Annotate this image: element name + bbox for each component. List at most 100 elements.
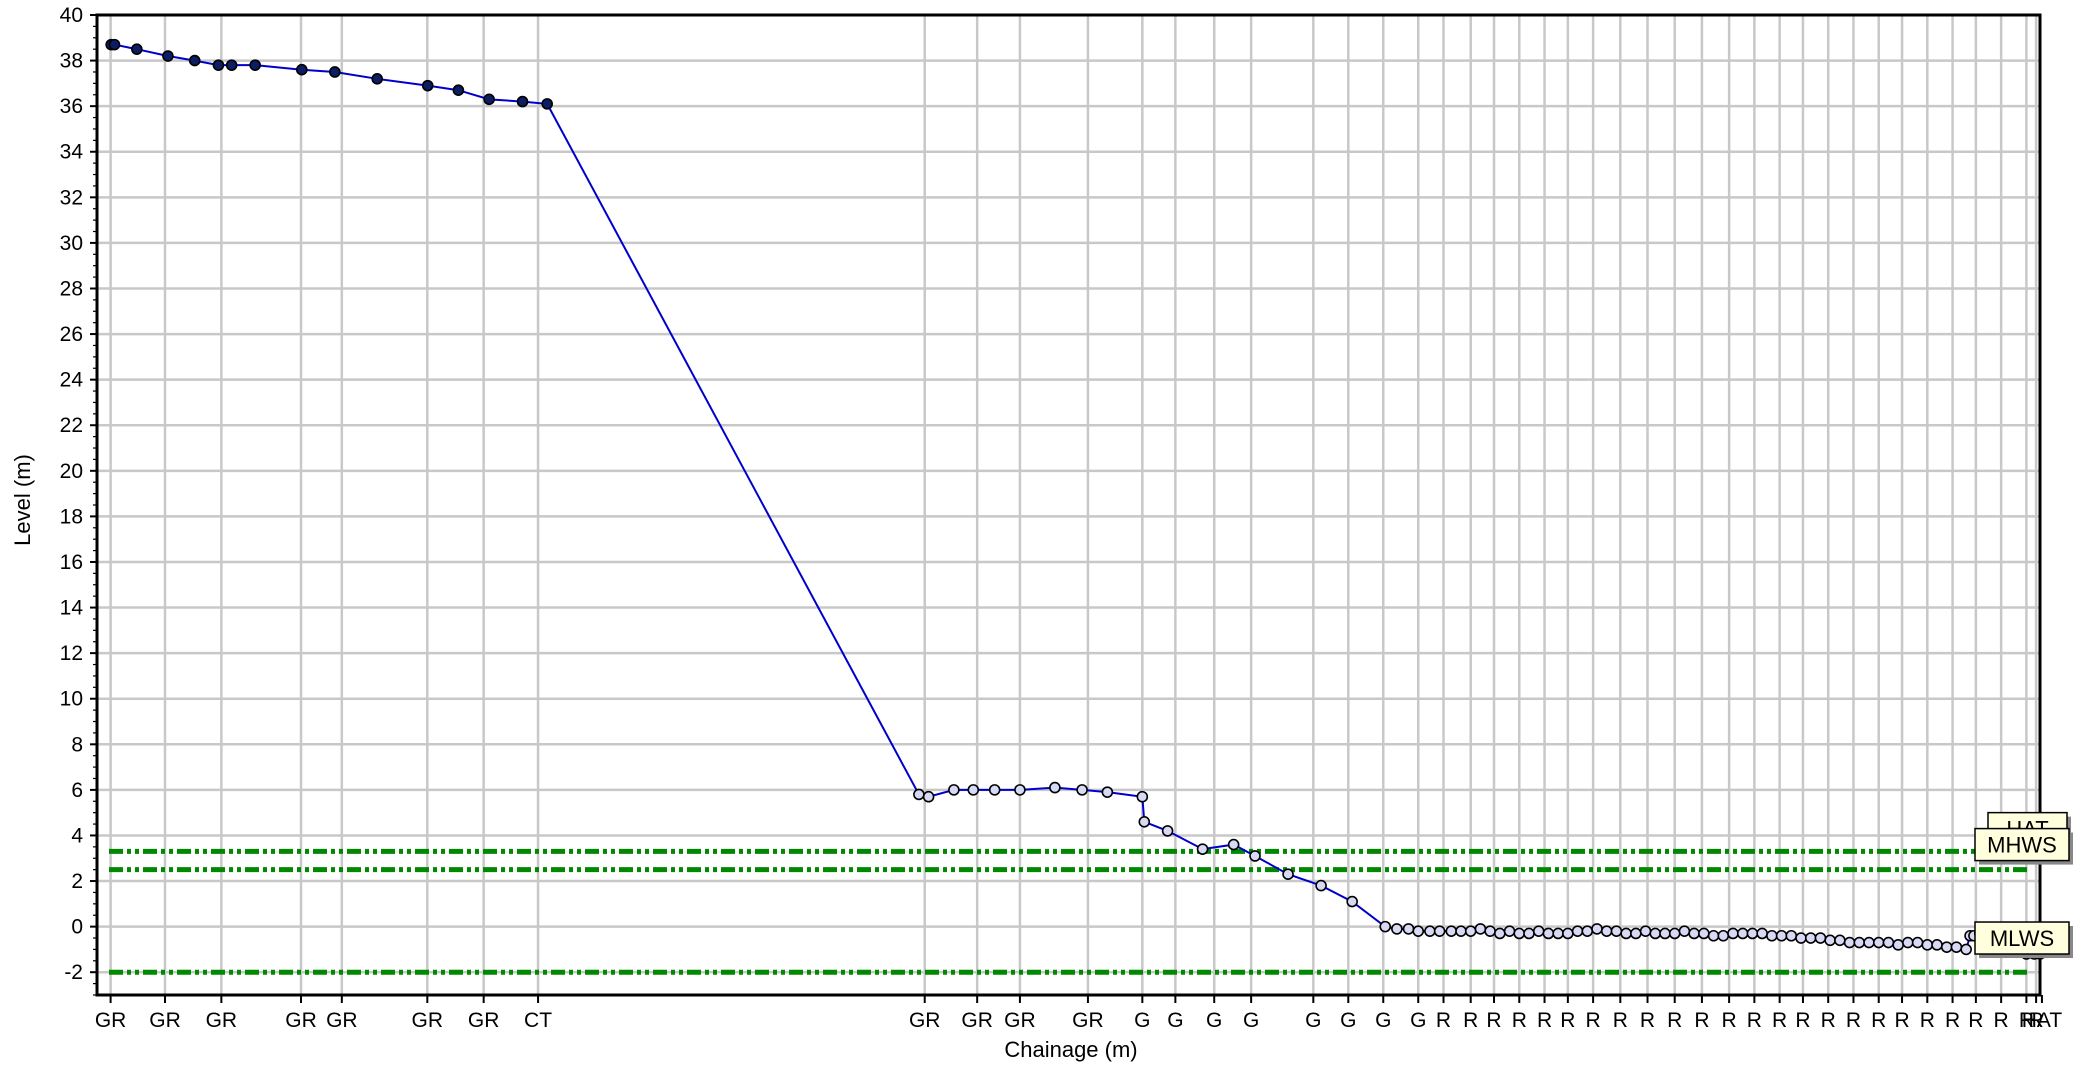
survey-point-open <box>1249 850 1261 862</box>
x-code-label: R <box>1436 1009 1451 1032</box>
y-tick-label: 30 <box>60 232 83 255</box>
survey-point-open <box>1824 934 1836 947</box>
survey-point-open <box>1795 932 1807 944</box>
y-tick-label: 10 <box>60 688 83 711</box>
x-code-label: GR <box>412 1009 444 1032</box>
x-code-label: R <box>1747 1009 1762 1032</box>
survey-point-open <box>1076 784 1088 796</box>
survey-point-open <box>1464 925 1477 937</box>
series-layer <box>105 38 2046 960</box>
x-code-label: R <box>1945 1009 1960 1032</box>
x-code-label: R <box>1486 1009 1501 1032</box>
survey-point-filled <box>131 43 143 55</box>
survey-point-open <box>1649 927 1662 940</box>
survey-point-open <box>1698 927 1710 940</box>
survey-point-filled <box>541 98 553 110</box>
x-code-label: R <box>1512 1009 1527 1032</box>
x-code-label: R <box>1968 1009 1983 1032</box>
x-code-label: GR <box>95 1009 127 1032</box>
survey-point-open <box>1494 927 1506 940</box>
survey-point-open <box>1620 927 1632 940</box>
x-code-label: GR <box>285 1009 317 1032</box>
tide-label-box <box>1974 921 2070 955</box>
survey-point-open <box>1227 838 1240 851</box>
x-code-label: CT <box>524 1009 552 1032</box>
survey-point-open <box>1412 925 1425 937</box>
x-code-label: R <box>1772 1009 1787 1032</box>
profile-line <box>111 43 548 105</box>
survey-point-open <box>1455 925 1467 937</box>
y-tick-label: 0 <box>71 916 83 939</box>
survey-point-open <box>1882 936 1895 949</box>
x-code-label: R <box>1722 1009 1737 1032</box>
y-tick-label: 8 <box>71 733 83 756</box>
x-code-label: R <box>1920 1009 1935 1032</box>
y-tick-label: 26 <box>60 323 83 346</box>
x-code-label: R <box>1795 1009 1810 1032</box>
x-code-label: R <box>1586 1009 1601 1032</box>
tide-label-mhws: MHWS <box>1974 827 2073 865</box>
survey-point-open <box>1950 941 1963 953</box>
x-code-label: R <box>2029 1009 2044 1032</box>
survey-point-open <box>1785 929 1798 942</box>
survey-point-open <box>1315 879 1327 892</box>
survey-point-filled <box>516 95 529 108</box>
x-code-label: R <box>1846 1009 1861 1032</box>
survey-point-filled <box>483 93 495 106</box>
y-tick-label: 14 <box>60 597 84 620</box>
x-code-label: G <box>1206 1009 1222 1032</box>
survey-point-open <box>1014 784 1026 796</box>
survey-point-filled <box>421 79 434 92</box>
survey-point-open <box>1562 927 1574 940</box>
survey-point-filled <box>295 63 308 76</box>
survey-point-open <box>1688 927 1700 940</box>
survey-point-open <box>1911 936 1924 949</box>
y-axis-title: Level (m) <box>10 454 35 546</box>
tide-label-text: MLWS <box>1990 926 2054 951</box>
survey-point-filled <box>225 59 238 71</box>
x-code-label: GR <box>206 1009 238 1032</box>
survey-point-open <box>1600 925 1613 937</box>
y-tick-label: 6 <box>71 779 83 802</box>
y-tick-label: 22 <box>60 414 83 437</box>
x-code-label: R <box>1560 1009 1575 1032</box>
survey-point-open <box>1940 941 1953 953</box>
x-code-label: G <box>1134 1009 1150 1032</box>
x-code-label: GR <box>149 1009 181 1032</box>
x-code-label: GR <box>909 1009 941 1032</box>
survey-point-open <box>1138 815 1151 828</box>
survey-point-open <box>1571 925 1584 937</box>
tide-label-box <box>1974 827 2070 862</box>
survey-point-open <box>1445 925 1458 937</box>
survey-point-open <box>988 784 1001 796</box>
survey-point-open <box>1282 868 1294 881</box>
x-axis-title: Chainage (m) <box>1004 1037 1137 1062</box>
profile-line-gap <box>546 103 920 795</box>
survey-point-open <box>1960 943 1972 956</box>
x-code-label: G <box>1375 1009 1391 1032</box>
survey-point-open <box>1581 925 1594 937</box>
survey-point-open <box>1591 923 1603 935</box>
survey-point-filled <box>212 59 225 71</box>
survey-point-open <box>1921 939 1934 951</box>
x-code-label: R <box>1994 1009 2009 1032</box>
survey-point-open <box>1814 932 1827 944</box>
y-tick-label: 38 <box>60 50 83 73</box>
survey-point-filled <box>162 50 174 62</box>
x-code-label: HAT <box>2022 1009 2063 1032</box>
survey-point-open <box>1474 923 1487 935</box>
x-code-label: R <box>2019 1009 2034 1032</box>
survey-point-open <box>922 790 935 803</box>
survey-point-filled <box>452 84 465 97</box>
survey-point-open <box>1610 925 1623 937</box>
y-tick-label: 36 <box>60 95 83 118</box>
survey-point-open <box>967 784 980 796</box>
y-tick-label: 32 <box>60 186 83 209</box>
survey-point-filled <box>108 38 121 51</box>
survey-point-open <box>1931 939 1943 951</box>
survey-point-filled <box>329 66 341 78</box>
y-tick-label: 40 <box>60 4 83 27</box>
survey-point-open <box>1424 925 1436 937</box>
